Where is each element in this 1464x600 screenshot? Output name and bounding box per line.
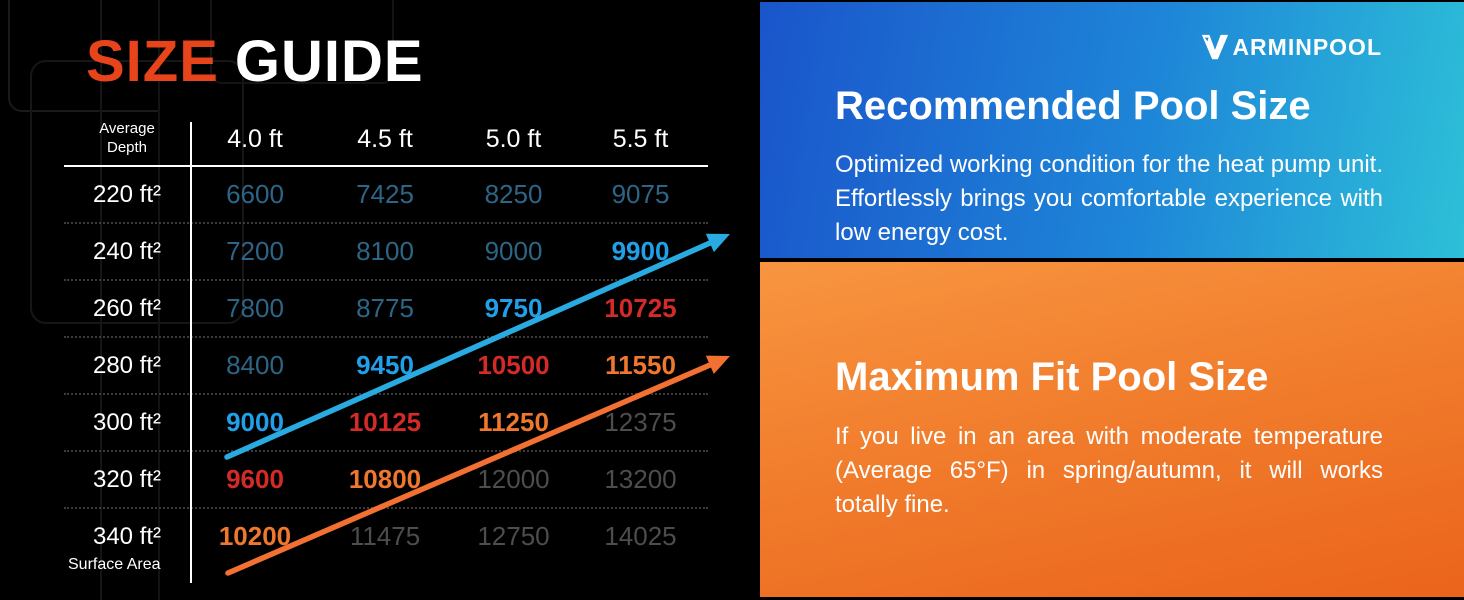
table-cell: 9600 bbox=[226, 464, 284, 494]
table-cell: 9075 bbox=[611, 179, 670, 209]
table-row: 280 ft² 8400 9450 10500 11550 bbox=[64, 338, 708, 395]
table-cell: 8400 bbox=[226, 350, 284, 380]
brand-text: ARMINPOOL bbox=[1232, 33, 1382, 60]
table-cell: 9900 bbox=[611, 236, 670, 266]
row-label: 340 ft² bbox=[92, 522, 162, 550]
table-cell: 10725 bbox=[604, 293, 677, 323]
recommended-trend-arrow-head bbox=[705, 233, 730, 253]
table-cell: 8100 bbox=[356, 236, 414, 266]
table-cell: 9000 bbox=[484, 236, 543, 266]
table-row: 220 ft² 6600 7425 8250 9075 bbox=[64, 167, 708, 224]
table-cell: 10500 bbox=[477, 350, 550, 380]
size-table: Average Depth 4.0 ft 4.5 ft 5.0 ft 5.5 ft 2… bbox=[64, 113, 708, 564]
table-cell: 13200 bbox=[604, 464, 677, 494]
row-label: 260 ft² bbox=[92, 294, 162, 322]
table-cell: 7800 bbox=[226, 293, 284, 323]
maximum-body-text: If you live in an area with moderate tem… bbox=[835, 423, 1383, 519]
table-cell: 11250 bbox=[478, 407, 549, 437]
table-cell: 11550 bbox=[605, 350, 676, 380]
title-highlight: SIZE bbox=[86, 29, 219, 94]
table-row: 300 ft² 9000 10125 11250 12375 bbox=[64, 395, 708, 452]
brand-logo: ARMINPOOL bbox=[1200, 32, 1382, 62]
maximum-fit-pool-size-panel: Maximum Fit Pool Size If you live in an … bbox=[760, 262, 1464, 597]
table-cell: 10800 bbox=[348, 464, 422, 494]
page-title: SIZE GUIDE bbox=[86, 28, 424, 95]
table-cell: 8775 bbox=[356, 293, 414, 323]
table-cell: 7200 bbox=[226, 236, 284, 266]
surface-area-label: Surface Area bbox=[68, 556, 161, 573]
table-vertical-divider bbox=[190, 122, 192, 583]
table-cell: 9750 bbox=[484, 293, 543, 323]
varminpool-v-shield-icon bbox=[1202, 34, 1229, 60]
table-cell: 9000 bbox=[226, 407, 284, 437]
table-cell: 11475 bbox=[349, 521, 421, 551]
column-header: 5.0 ft bbox=[485, 124, 542, 153]
table-cell: 10125 bbox=[348, 407, 422, 437]
recommended-heading: Recommended Pool Size bbox=[835, 84, 1311, 128]
row-label: 280 ft² bbox=[92, 351, 162, 379]
maximum-trend-arrow-head bbox=[705, 355, 730, 374]
table-cell: 6600 bbox=[226, 179, 284, 209]
table-cell: 12375 bbox=[604, 407, 677, 437]
row-label: 300 ft² bbox=[92, 408, 162, 436]
table-cell: 10200 bbox=[218, 521, 292, 551]
maximum-heading: Maximum Fit Pool Size bbox=[835, 355, 1269, 399]
row-label: 240 ft² bbox=[92, 237, 162, 265]
recommended-body-text: Optimized working condition for the heat… bbox=[835, 151, 1383, 247]
column-header: 4.5 ft bbox=[357, 124, 413, 153]
table-cell: 7425 bbox=[356, 179, 414, 209]
column-header: 4.0 ft bbox=[227, 124, 283, 153]
title-rest: GUIDE bbox=[234, 29, 424, 94]
row-label: 320 ft² bbox=[92, 465, 162, 493]
table-cell: 8250 bbox=[484, 179, 543, 209]
table-cell: 9450 bbox=[356, 350, 414, 380]
table-cell: 14025 bbox=[604, 521, 677, 551]
recommended-pool-size-panel: ARMINPOOL Recommended Pool Size Optimize… bbox=[760, 2, 1464, 258]
column-header: 5.5 ft bbox=[612, 124, 669, 153]
table-header-row: Average Depth 4.0 ft 4.5 ft 5.0 ft 5.5 ft bbox=[64, 113, 708, 167]
table-cell: 12750 bbox=[477, 521, 550, 551]
corner-header: Average Depth bbox=[99, 120, 155, 156]
table-row: 260 ft² 7800 8775 9750 10725 bbox=[64, 281, 708, 338]
row-label: 220 ft² bbox=[92, 180, 162, 208]
table-cell: 12000 bbox=[477, 464, 550, 494]
table-row: 320 ft² 9600 10800 12000 13200 bbox=[64, 452, 708, 509]
table-row: 240 ft² 7200 8100 9000 9900 bbox=[64, 224, 708, 281]
